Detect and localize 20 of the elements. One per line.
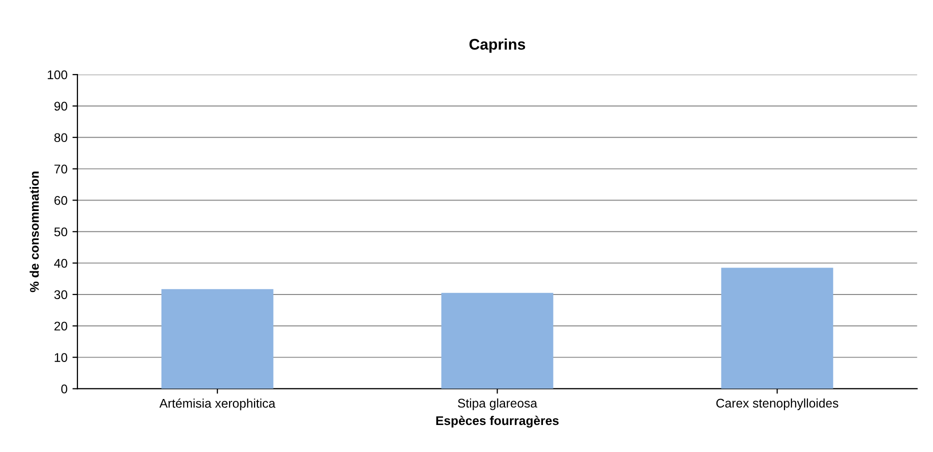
y-tick-label: 20 [54,322,68,331]
x-tick-label: Carex stenophylloides [716,398,838,410]
y-tick-label: 50 [54,227,68,236]
bar [721,268,834,389]
y-tick-label: 100 [48,70,68,80]
y-axis-title: % de consommation [30,172,39,292]
bar [161,289,274,389]
bar [441,292,554,389]
y-tick-label: 60 [54,196,68,205]
y-tick-label: 90 [54,102,68,111]
y-tick-label: 10 [54,353,68,362]
x-tick-label: Artémisia xerophitica [159,398,276,410]
x-axis-title: Espèces fourragères [436,416,559,428]
x-tick-label: Stipa glareosa [458,398,538,410]
y-tick-label: 30 [54,290,68,300]
y-tick-label: 70 [54,164,68,174]
y-tick-label: 0 [61,384,68,394]
y-tick-label: 40 [54,258,68,268]
chart-title: Caprins [469,38,526,53]
y-tick-label: 80 [54,133,68,142]
